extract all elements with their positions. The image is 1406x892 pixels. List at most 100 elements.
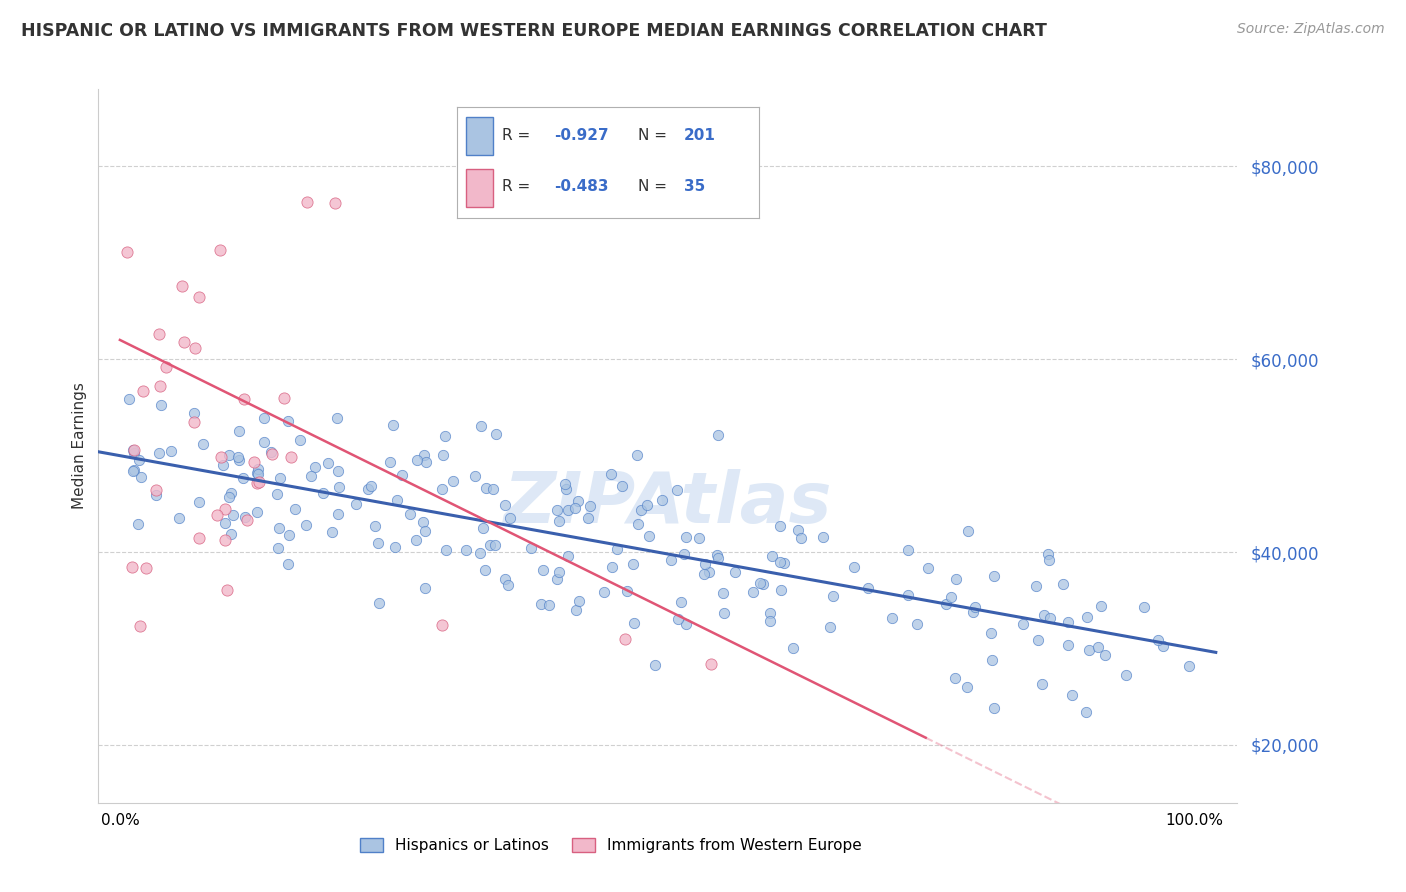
Point bbox=[1177, 658, 1199, 673]
Point bbox=[129, 469, 152, 483]
Point bbox=[1057, 639, 1080, 653]
Point bbox=[651, 493, 673, 508]
Point bbox=[432, 449, 454, 463]
Point bbox=[955, 680, 977, 694]
Point bbox=[273, 391, 295, 405]
Point bbox=[247, 462, 270, 476]
Point bbox=[1074, 705, 1097, 719]
Point bbox=[494, 498, 516, 512]
Point bbox=[1036, 547, 1059, 561]
Point bbox=[546, 573, 568, 587]
Point bbox=[769, 555, 792, 569]
Point bbox=[219, 486, 242, 500]
Point bbox=[368, 596, 391, 610]
Point bbox=[1147, 633, 1170, 648]
Point bbox=[117, 392, 139, 406]
Point bbox=[613, 632, 636, 646]
Point bbox=[326, 465, 349, 479]
Point bbox=[790, 532, 813, 546]
Point bbox=[415, 524, 437, 538]
Point bbox=[494, 572, 516, 586]
Point bbox=[219, 527, 242, 541]
Point bbox=[943, 671, 966, 685]
Point bbox=[304, 459, 326, 474]
Point bbox=[412, 515, 434, 529]
Point bbox=[1115, 668, 1137, 682]
Point bbox=[145, 483, 167, 497]
Point bbox=[538, 599, 561, 613]
Point bbox=[148, 327, 170, 342]
Point bbox=[246, 475, 269, 490]
Point bbox=[945, 572, 967, 586]
Point bbox=[626, 448, 648, 462]
Point bbox=[413, 448, 436, 462]
Point bbox=[149, 398, 172, 412]
Text: ZIPAtlas: ZIPAtlas bbox=[503, 468, 832, 538]
Point bbox=[600, 467, 623, 482]
Point bbox=[214, 533, 236, 547]
Point bbox=[983, 569, 1005, 583]
Point bbox=[844, 559, 866, 574]
Point bbox=[295, 518, 318, 533]
Point bbox=[713, 607, 735, 621]
Point bbox=[782, 640, 804, 655]
Point bbox=[148, 446, 170, 460]
Point bbox=[122, 443, 145, 458]
Point bbox=[749, 575, 772, 590]
Legend: Hispanics or Latinos, Immigrants from Western Europe: Hispanics or Latinos, Immigrants from We… bbox=[354, 831, 868, 859]
Point bbox=[325, 411, 347, 425]
Point bbox=[472, 521, 495, 535]
Point bbox=[128, 453, 150, 467]
Point bbox=[434, 428, 457, 442]
Point bbox=[217, 582, 239, 597]
Point bbox=[600, 559, 623, 574]
Point bbox=[385, 493, 408, 508]
Point bbox=[1153, 639, 1175, 653]
Point bbox=[169, 511, 191, 525]
Point bbox=[565, 603, 588, 617]
Point bbox=[474, 481, 496, 495]
Point bbox=[1012, 617, 1035, 632]
Point bbox=[1090, 599, 1112, 613]
Point bbox=[280, 450, 302, 464]
Point bbox=[706, 548, 728, 562]
Point bbox=[688, 531, 710, 545]
Point bbox=[693, 566, 716, 581]
Point bbox=[441, 474, 464, 488]
Point bbox=[612, 479, 634, 493]
Point bbox=[344, 497, 367, 511]
Point bbox=[751, 576, 773, 591]
Point bbox=[548, 515, 571, 529]
Point bbox=[328, 480, 350, 494]
Point bbox=[1038, 611, 1060, 625]
Point bbox=[548, 566, 571, 580]
Point bbox=[482, 482, 505, 496]
Point bbox=[211, 458, 233, 472]
Point bbox=[288, 433, 311, 447]
Point bbox=[917, 561, 939, 575]
Point bbox=[699, 565, 721, 579]
Point bbox=[742, 585, 765, 599]
Point bbox=[1132, 599, 1154, 614]
Point bbox=[593, 585, 616, 599]
Point bbox=[606, 541, 628, 556]
Point bbox=[897, 543, 920, 558]
Point bbox=[693, 558, 716, 572]
Point bbox=[758, 614, 780, 628]
Point bbox=[962, 605, 984, 619]
Point bbox=[644, 657, 666, 672]
Point bbox=[382, 418, 405, 433]
Point bbox=[773, 556, 796, 570]
Point bbox=[391, 467, 413, 482]
Point bbox=[326, 507, 349, 521]
Point bbox=[183, 406, 205, 420]
Point bbox=[907, 617, 929, 632]
Point bbox=[761, 549, 783, 563]
Point bbox=[485, 427, 508, 442]
Point bbox=[228, 453, 250, 467]
Point bbox=[627, 516, 650, 531]
Point bbox=[415, 582, 437, 596]
Point bbox=[380, 454, 402, 468]
Point bbox=[266, 487, 288, 501]
Point bbox=[1031, 677, 1053, 691]
